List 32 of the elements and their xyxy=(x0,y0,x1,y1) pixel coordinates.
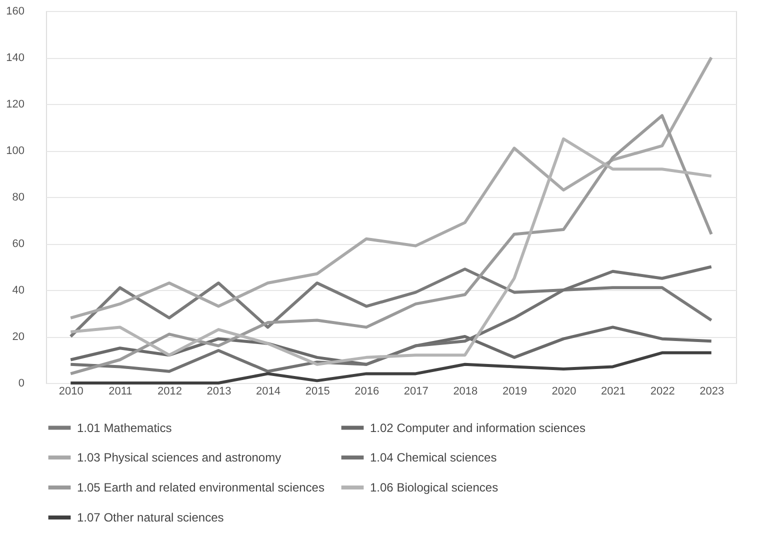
x-tick-label: 2015 xyxy=(305,386,330,398)
legend-label: 1.04 Chemical sciences xyxy=(370,450,497,464)
legend-label: 1.01 Mathematics xyxy=(77,420,172,435)
legend-label: 1.07 Other natural sciences xyxy=(77,510,224,524)
x-tick-label: 2012 xyxy=(157,386,182,398)
legend-label: 1.06 Biological sciences xyxy=(370,480,498,494)
x-tick-label: 2020 xyxy=(552,386,576,398)
x-tick-label: 2010 xyxy=(58,386,84,398)
y-tick-label: 80 xyxy=(12,192,24,204)
y-tick-label: 60 xyxy=(12,238,24,250)
x-tick-label: 2011 xyxy=(108,386,132,398)
x-tick-label: 2014 xyxy=(256,386,281,398)
x-tick-label: 2018 xyxy=(453,386,478,398)
y-tick-label: 160 xyxy=(6,6,24,18)
x-tick-label: 2021 xyxy=(601,386,626,398)
line-series xyxy=(69,265,713,373)
x-tick-label: 2016 xyxy=(354,386,380,398)
legend-label: 1.02 Computer and information sciences xyxy=(370,420,586,435)
y-tick-label: 0 xyxy=(18,378,24,390)
y-tick-label: 140 xyxy=(6,52,24,64)
y-tick-label: 120 xyxy=(6,98,24,110)
legend-label: 1.03 Physical sciences and astronomy xyxy=(77,450,282,464)
y-tick-label: 100 xyxy=(6,145,24,157)
legend-label: 1.05 Earth and related environmental sciences xyxy=(77,480,324,494)
x-tick-label: 2019 xyxy=(502,386,527,398)
x-tick-label: 2023 xyxy=(700,386,724,398)
line-series xyxy=(69,351,713,384)
x-tick-label: 2013 xyxy=(206,386,232,398)
x-tick-label: 2017 xyxy=(404,386,428,398)
x-tick-label: 2022 xyxy=(650,386,675,398)
y-tick-label: 20 xyxy=(12,331,24,343)
y-tick-label: 40 xyxy=(12,284,24,296)
